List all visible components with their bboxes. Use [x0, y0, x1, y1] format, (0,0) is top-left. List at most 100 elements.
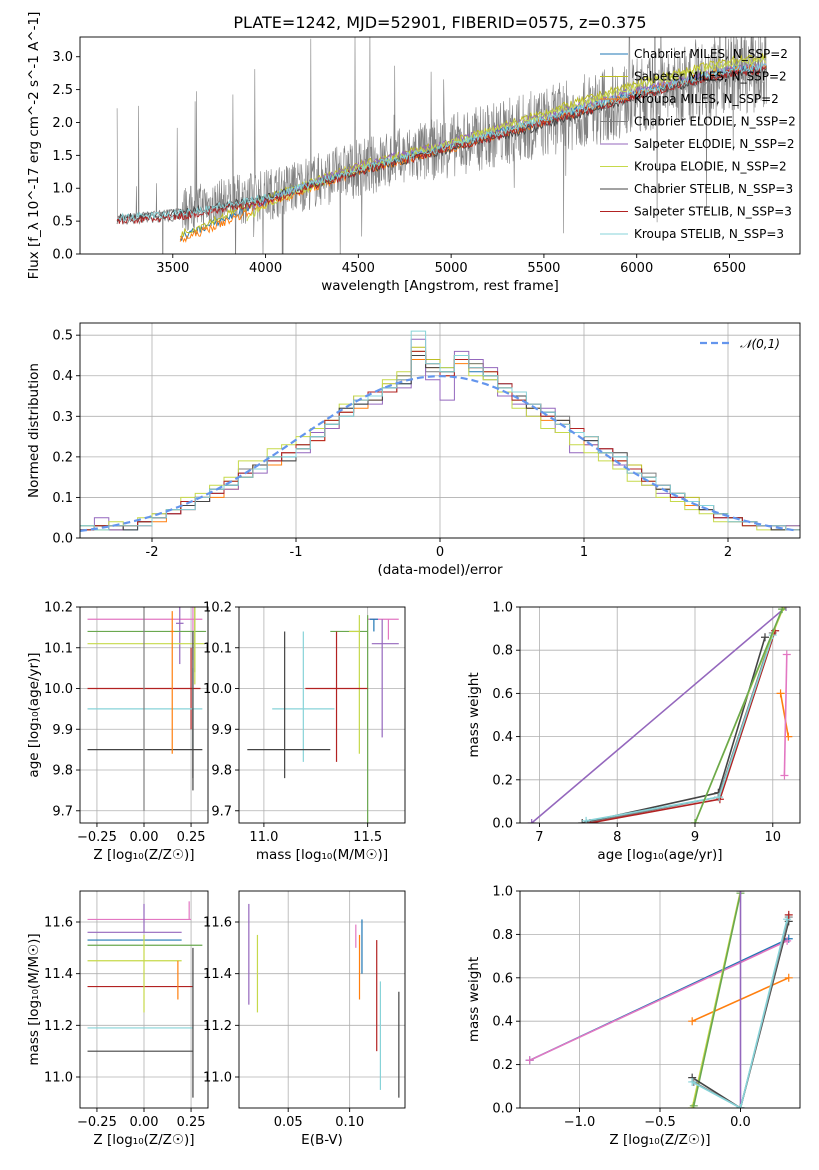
y-tick-label: 11.6	[203, 916, 232, 931]
legend-entry: Salpeter ELODIE, N_SSP=2	[634, 137, 795, 151]
x-axis-label: wavelength [Angstrom, rest frame]	[321, 278, 559, 294]
legend-entry: Chabrier ELODIE, N_SSP=2	[634, 115, 796, 129]
model-spectrum-line	[116, 61, 767, 223]
y-tick-label: 0.0	[492, 1102, 513, 1117]
y-tick-label: 10.0	[203, 682, 232, 697]
y-tick-label: 11.2	[203, 1019, 232, 1034]
x-tick-label: 1	[580, 545, 588, 560]
legend-entry: Chabrier MILES, N_SSP=2	[634, 47, 788, 61]
x-tick-label: 2	[724, 545, 732, 560]
model-spectrum-line	[179, 53, 767, 239]
x-tick-label: 0.25	[177, 1115, 206, 1130]
x-tick-label: -1	[290, 545, 303, 560]
mass-weight-line	[529, 940, 788, 1062]
y-tick-label: 0.0	[492, 817, 513, 832]
x-tick-label: 6000	[620, 261, 653, 276]
x-tick-label: 6500	[713, 261, 746, 276]
x-tick-label: 4500	[342, 261, 375, 276]
y-tick-label: 0.4	[492, 730, 513, 745]
y-tick-label: 0.2	[52, 450, 73, 465]
legend: 𝒩(0,1)	[700, 337, 780, 351]
axes-frame	[79, 606, 209, 824]
mass-weight-line	[693, 893, 742, 1106]
mass-weight-marker	[783, 915, 792, 924]
y-tick-label: 11.2	[44, 1019, 73, 1034]
mass-weight-marker	[780, 771, 789, 780]
mass-weight-marker	[736, 891, 745, 895]
panel-6: −0.25 0.00 0.25 11.0 11.2 11.4 11.6 Z [log₁₀(Z/…	[26, 890, 209, 1148]
y-tick-label: 9.8	[52, 764, 73, 779]
y-axis-label: Normed distribution	[26, 363, 42, 498]
mass-weight-line	[691, 919, 788, 1108]
x-tick-label: 0.10	[335, 1115, 364, 1130]
axes-frame	[519, 606, 801, 824]
mass-weight-line	[585, 634, 774, 822]
axes-frame	[238, 606, 406, 824]
y-axis-label: Flux [f_λ 10^-17 erg cm^-2 s^-1 A^-1]	[26, 12, 42, 280]
x-tick-label: 11.5	[353, 830, 382, 845]
mass-weight-marker	[784, 973, 793, 982]
y-tick-label: 10.1	[203, 641, 232, 656]
x-tick-label: -2	[146, 545, 159, 560]
x-axis-label: Z [log₁₀(Z/Z☉)]	[93, 847, 194, 863]
mass-weight-marker	[689, 1101, 698, 1108]
y-tick-label: 0.8	[492, 644, 513, 659]
y-tick-label: 9.7	[211, 804, 232, 819]
y-tick-label: 2.5	[52, 83, 73, 98]
axes-frame	[238, 890, 406, 1109]
x-tick-label: 5000	[435, 261, 468, 276]
y-tick-label: 0.8	[492, 928, 513, 943]
legend-entry: Salpeter STELIB, N_SSP=3	[634, 205, 792, 219]
observed-spectrum-line	[116, 37, 767, 254]
mass-weight-line	[582, 636, 766, 823]
y-tick-label: 10.2	[44, 601, 73, 616]
y-tick-label: 11.0	[44, 1071, 73, 1086]
y-tick-label: 1.5	[52, 149, 73, 164]
mass-weight-marker	[784, 910, 793, 919]
legend: Chabrier MILES, N_SSP=2 Salpeter MILES, N…	[600, 47, 796, 241]
plot-area	[87, 607, 207, 811]
x-tick-label: 4000	[249, 261, 282, 276]
legend-entry: Salpeter MILES, N_SSP=2	[634, 70, 787, 84]
plot-area	[525, 891, 793, 1108]
panel-8: −1.0 −0.5 0.0 0.0 0.2 0.4 0.6 0.8 1.0 Z [log₁₀(Z/…	[466, 885, 801, 1148]
mass-weight-line	[589, 630, 776, 823]
y-axis-label: mass weight	[466, 672, 482, 757]
y-tick-label: 0.0	[52, 248, 73, 263]
legend-entry: Chabrier STELIB, N_SSP=3	[634, 182, 793, 196]
x-axis-label: age [log₁₀(age/yr)]	[597, 847, 722, 863]
y-tick-label: 11.4	[44, 967, 73, 982]
mass-weight-line	[531, 607, 787, 823]
x-axis-label: mass [log₁₀(M/M☉)]	[256, 847, 388, 863]
y-tick-label: 1.0	[492, 885, 513, 900]
x-tick-label: 0.00	[130, 830, 159, 845]
mass-weight-marker	[582, 816, 591, 823]
plot-area	[527, 607, 793, 823]
y-tick-label: 9.8	[211, 764, 232, 779]
x-axis-label: Z [log₁₀(Z/Z☉)]	[93, 1132, 194, 1148]
y-tick-label: 0.2	[492, 1058, 513, 1073]
x-tick-label: 0.25	[177, 830, 206, 845]
x-tick-label: 0.05	[274, 1115, 303, 1130]
plot-area	[116, 37, 767, 254]
y-tick-label: 9.7	[52, 804, 73, 819]
panel-1: 3500 4000 4500 5000 5500 6000 6500 0.0 0.5 1.0 1.5…	[26, 12, 801, 294]
x-tick-label: −0.5	[644, 1115, 676, 1130]
plot-area	[87, 901, 203, 1098]
y-tick-label: 11.0	[203, 1071, 232, 1086]
mass-weight-marker	[527, 819, 536, 823]
mass-weight-marker	[736, 1104, 745, 1108]
y-tick-label: 9.9	[52, 723, 73, 738]
x-tick-label: 3500	[156, 261, 189, 276]
legend-entry: Kroupa MILES, N_SSP=2	[634, 92, 779, 106]
y-tick-label: 10.1	[44, 641, 73, 656]
mass-weight-marker	[778, 607, 787, 614]
gaussian-curve	[80, 375, 798, 532]
x-tick-label: 11.0	[249, 830, 278, 845]
x-tick-label: 9	[691, 830, 699, 845]
x-tick-label: 10	[765, 830, 782, 845]
axes-frame	[79, 322, 801, 539]
panel-7: 0.05 0.10 11.0 11.2 11.4 11.6 E(B-V)	[203, 890, 406, 1148]
y-tick-label: 11.6	[44, 916, 73, 931]
